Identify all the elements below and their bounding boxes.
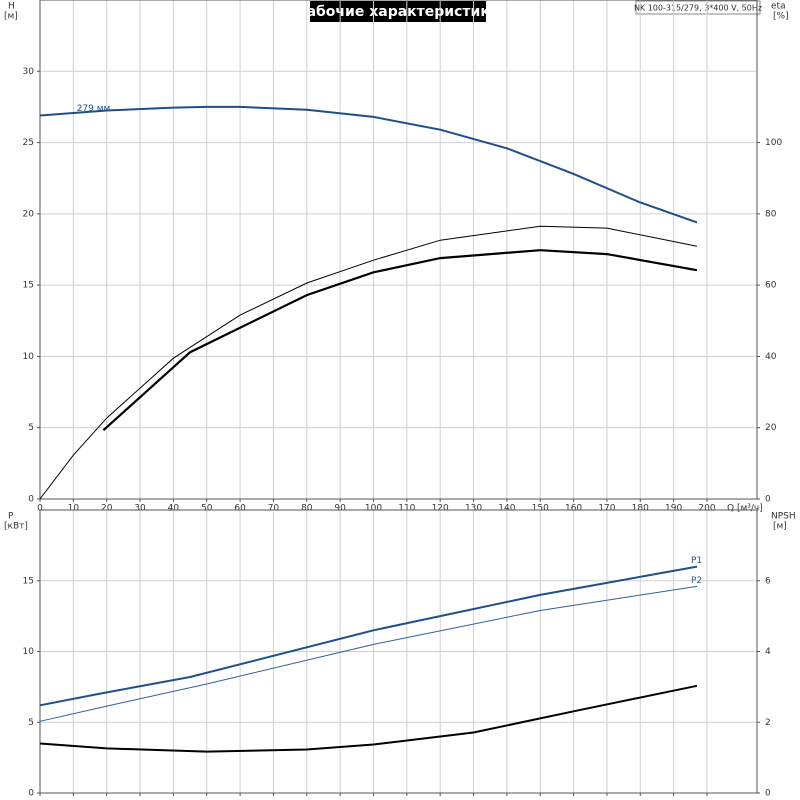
x-tick-label: 120	[432, 504, 449, 514]
x-tick-label: 0	[37, 504, 43, 514]
x-tick-label: 90	[334, 504, 346, 514]
y-tick-label: 10	[23, 352, 35, 362]
y2-tick-label: 100	[765, 138, 782, 148]
x-tick-label: 70	[268, 504, 280, 514]
x-tick-label: 110	[398, 504, 415, 514]
x-tick-label: 60	[234, 504, 246, 514]
x-tick-label: 140	[498, 504, 515, 514]
x-tick-label: 30	[134, 504, 146, 514]
y2-axis-label: NPSH	[771, 512, 796, 522]
x-tick-label: 170	[598, 504, 615, 514]
chart-title: Рабочие характеристики	[296, 4, 499, 20]
y2-axis-unit: [м]	[773, 522, 787, 532]
y-axis-label: P	[8, 512, 14, 522]
y2-tick-label: 40	[765, 352, 777, 362]
title-box	[310, 1, 486, 22]
x-tick-label: 180	[632, 504, 649, 514]
series-label: P1	[691, 556, 702, 566]
y-tick-label: 0	[28, 789, 34, 799]
y-axis-label: H	[8, 2, 15, 12]
x-tick-label: 100	[365, 504, 382, 514]
x-tick-label: 200	[698, 504, 715, 514]
x-tick-label: 40	[168, 504, 180, 514]
y-axis-unit: [кВт]	[4, 522, 28, 532]
y2-tick-label: 2	[765, 718, 771, 728]
y2-tick-label: 0	[765, 789, 771, 799]
subtitle-box	[635, 0, 761, 15]
x-tick-label: 20	[101, 504, 113, 514]
y2-tick-label: 6	[765, 576, 771, 586]
series-line	[39, 585, 698, 722]
y2-tick-label: 0	[765, 495, 771, 505]
series-line	[39, 684, 698, 753]
y2-tick-label: 4	[765, 647, 771, 657]
y2-axis-label: eta	[771, 2, 786, 12]
x-tick-label: 50	[201, 504, 213, 514]
y-tick-label: 20	[23, 209, 35, 219]
x-tick-label: 80	[301, 504, 313, 514]
plot-frame	[39, 509, 758, 794]
series-line	[39, 105, 698, 224]
y-tick-label: 15	[23, 281, 34, 291]
series-label: 279 мм	[77, 104, 111, 114]
series-line	[39, 565, 698, 707]
x-tick-label: 160	[565, 504, 582, 514]
y-tick-label: 10	[23, 647, 35, 657]
y2-tick-label: 60	[765, 281, 777, 291]
y-tick-label: 0	[28, 495, 34, 505]
y-tick-label: 30	[23, 67, 35, 77]
x-tick-label: 150	[532, 504, 549, 514]
plot-frame	[39, 0, 758, 500]
x-tick-label: 190	[665, 504, 682, 514]
series-line	[39, 225, 698, 500]
y-tick-label: 5	[28, 423, 34, 433]
y2-tick-label: 20	[765, 423, 777, 433]
chart-subtitle: NK 100-315/279, 3*400 V, 50Hz	[634, 4, 762, 13]
y-axis-unit: [м]	[4, 12, 18, 22]
y2-axis-unit: [%]	[773, 12, 789, 22]
x-axis-label: Q [м³/ч]	[727, 504, 763, 514]
y-tick-label: 25	[23, 138, 34, 148]
y-tick-label: 5	[28, 718, 34, 728]
series-line	[102, 249, 698, 432]
series-label: P2	[691, 576, 702, 586]
y-tick-label: 15	[23, 576, 34, 586]
y2-tick-label: 80	[765, 209, 777, 219]
x-tick-label: 130	[465, 504, 482, 514]
x-tick-label: 10	[68, 504, 80, 514]
